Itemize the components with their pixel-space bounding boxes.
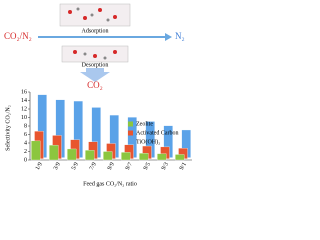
y-tick-label: 12 [21, 106, 27, 112]
graphical-abstract: CO₂/N₂ Adsorption N₂ Desorption CO₂ Sele… [4, 3, 192, 187]
y-tick-label: 10 [21, 115, 27, 121]
legend-swatch [128, 130, 133, 136]
y-tick-label: 4 [24, 140, 27, 146]
x-tick-label: 7/9 [89, 162, 98, 172]
legend-label: TiO(OH)₂ [136, 138, 160, 145]
x-axis-title: Feed gas CO₂/N₂ ratio [83, 181, 137, 187]
legend-label: Zeolite [136, 121, 153, 127]
x-tick-label: 3/9 [53, 162, 62, 172]
bar [103, 151, 113, 161]
bar [31, 140, 41, 161]
released-label: CO₂ [87, 80, 103, 90]
bar [121, 152, 131, 161]
desorption-label: Desorption [82, 62, 109, 68]
x-tick-label: 1/9 [35, 162, 44, 172]
y-tick-label: 0 [24, 157, 27, 163]
feed-label: CO₂/N₂ [4, 31, 32, 41]
bar [85, 150, 95, 161]
bar [157, 153, 167, 161]
adsorption-label: Adsorption [82, 28, 109, 34]
bar [139, 153, 149, 161]
x-tick-label: 9/9 [107, 162, 116, 172]
x-tick-label: 9/5 [143, 162, 152, 172]
legend-swatch [128, 121, 133, 127]
x-tick-label: 9/1 [179, 162, 188, 172]
bar [49, 144, 59, 161]
x-tick-label: 9/3 [161, 162, 170, 172]
x-tick-label: 5/9 [71, 162, 80, 172]
x-tick-label: 9/7 [125, 162, 134, 172]
bar [175, 154, 185, 161]
legend-swatch [128, 139, 133, 145]
y-tick-label: 16 [21, 89, 27, 95]
y-tick-label: 8 [24, 123, 27, 129]
y-tick-label: 2 [24, 149, 27, 155]
y-tick-label: 6 [24, 132, 27, 138]
legend-label: Activated Carbon [136, 130, 179, 136]
bar [67, 148, 77, 161]
product-label: N₂ [175, 31, 185, 41]
y-axis-title: Selectivity CO₂/N₂ [5, 105, 11, 151]
y-tick-label: 14 [21, 98, 27, 104]
molecule-illustration [38, 3, 172, 82]
